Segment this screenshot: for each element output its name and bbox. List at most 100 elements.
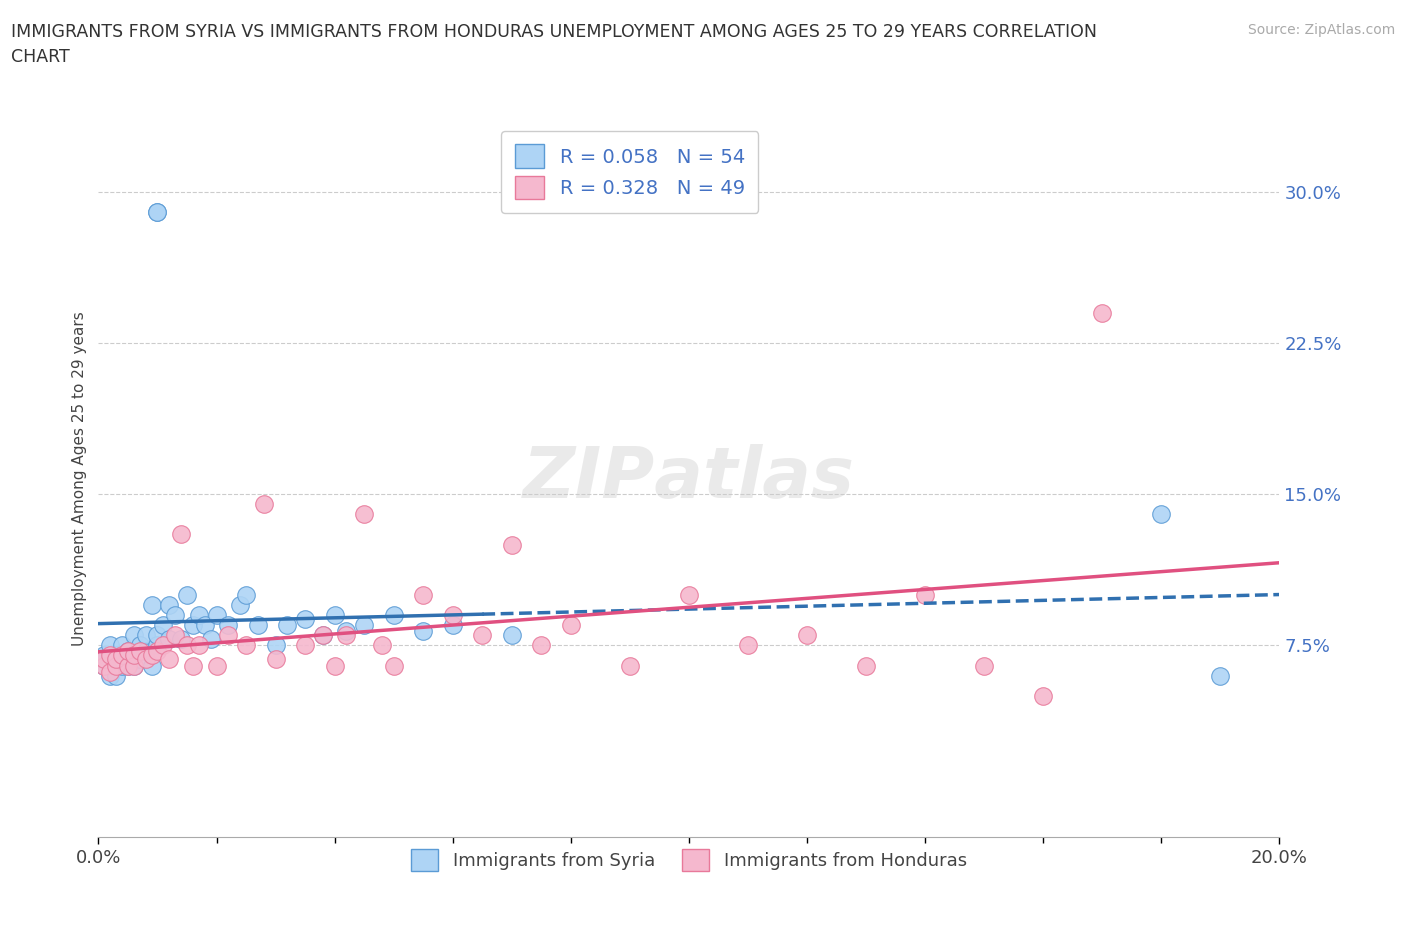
Point [111, 652, 134, 667]
Point [98, 652, 121, 667]
Point [264, 652, 287, 667]
Point [471, 628, 494, 643]
Point [135, 644, 157, 658]
Point [194, 618, 217, 632]
Point [98, 664, 121, 679]
Point [98, 648, 121, 663]
Point [111, 648, 134, 663]
Point [98, 638, 121, 653]
Point [152, 618, 174, 632]
Point [294, 638, 316, 653]
Point [353, 618, 375, 632]
Point [205, 658, 228, 673]
Point [146, 205, 169, 219]
Point [187, 638, 209, 653]
Point [855, 658, 877, 673]
Point [382, 658, 405, 673]
Point [1091, 305, 1114, 320]
Point [1032, 688, 1054, 703]
Point [181, 618, 204, 632]
Point [200, 631, 222, 646]
Point [105, 658, 128, 673]
Point [93, 648, 115, 663]
Point [105, 668, 128, 683]
Point [205, 607, 228, 622]
Point [264, 638, 287, 653]
Point [1209, 668, 1232, 683]
Point [181, 658, 204, 673]
Point [217, 618, 239, 632]
Point [176, 638, 198, 653]
Point [157, 598, 180, 613]
Point [157, 631, 180, 646]
Point [796, 628, 818, 643]
Point [412, 624, 434, 639]
Point [93, 658, 115, 673]
Point [93, 652, 115, 667]
Text: IMMIGRANTS FROM SYRIA VS IMMIGRANTS FROM HONDURAS UNEMPLOYMENT AMONG AGES 25 TO : IMMIGRANTS FROM SYRIA VS IMMIGRANTS FROM… [11, 23, 1097, 41]
Text: ZIP​atlas: ZIP​atlas [523, 445, 855, 513]
Point [146, 628, 169, 643]
Point [157, 652, 180, 667]
Point [229, 598, 252, 613]
Point [276, 618, 298, 632]
Point [312, 628, 335, 643]
Point [122, 658, 145, 673]
Point [973, 658, 995, 673]
Point [117, 658, 139, 673]
Point [530, 638, 553, 653]
Point [146, 644, 169, 658]
Point [98, 668, 121, 683]
Point [128, 644, 150, 658]
Point [111, 638, 134, 653]
Point [619, 658, 641, 673]
Point [165, 628, 187, 643]
Point [678, 588, 700, 603]
Point [235, 638, 257, 653]
Point [235, 588, 257, 603]
Point [914, 588, 936, 603]
Point [170, 527, 193, 542]
Point [187, 607, 209, 622]
Point [371, 638, 394, 653]
Point [128, 652, 150, 667]
Point [737, 638, 759, 653]
Point [560, 618, 582, 632]
Point [141, 658, 163, 673]
Point [217, 628, 239, 643]
Point [412, 588, 434, 603]
Point [441, 607, 464, 622]
Point [246, 618, 269, 632]
Text: CHART: CHART [11, 48, 70, 66]
Legend: Immigrants from Syria, Immigrants from Honduras: Immigrants from Syria, Immigrants from H… [404, 842, 974, 878]
Point [141, 648, 163, 663]
Point [176, 588, 198, 603]
Point [353, 507, 375, 522]
Point [128, 638, 150, 653]
Point [382, 607, 405, 622]
Point [117, 644, 139, 658]
Point [117, 644, 139, 658]
Point [135, 628, 157, 643]
Point [117, 648, 139, 663]
Point [146, 205, 169, 219]
Point [105, 658, 128, 673]
Point [1150, 507, 1173, 522]
Point [253, 497, 276, 512]
Point [122, 628, 145, 643]
Point [146, 638, 169, 653]
Text: Source: ZipAtlas.com: Source: ZipAtlas.com [1247, 23, 1395, 37]
Point [135, 652, 157, 667]
Point [111, 658, 134, 673]
Point [294, 612, 316, 627]
Point [501, 537, 523, 551]
Point [93, 658, 115, 673]
Point [122, 648, 145, 663]
Point [122, 658, 145, 673]
Point [105, 652, 128, 667]
Point [441, 618, 464, 632]
Point [165, 607, 187, 622]
Point [141, 598, 163, 613]
Point [152, 638, 174, 653]
Point [105, 648, 128, 663]
